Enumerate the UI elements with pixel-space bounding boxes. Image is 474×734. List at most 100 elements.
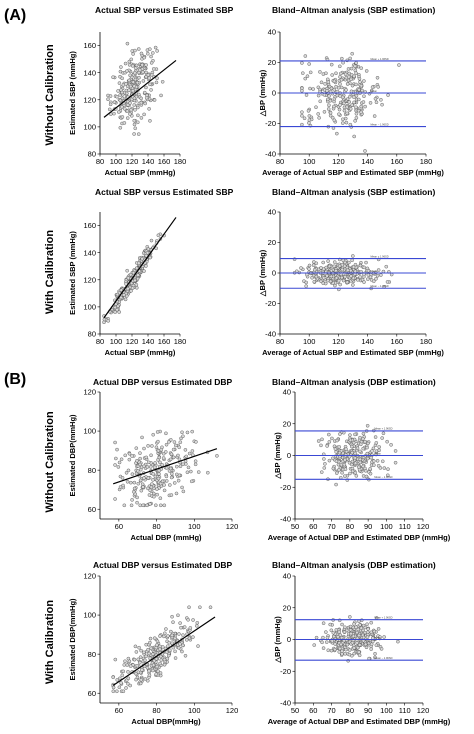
data-point bbox=[351, 634, 356, 639]
data-point bbox=[338, 75, 342, 79]
data-point bbox=[133, 278, 137, 283]
data-point bbox=[353, 68, 358, 73]
data-point bbox=[311, 263, 316, 268]
data-point bbox=[351, 283, 355, 287]
data-point bbox=[153, 45, 158, 50]
data-point bbox=[161, 456, 166, 460]
data-point bbox=[145, 465, 150, 469]
data-point bbox=[343, 474, 347, 478]
data-point bbox=[132, 96, 137, 101]
data-point bbox=[329, 628, 334, 633]
data-point bbox=[348, 438, 353, 443]
data-point bbox=[156, 476, 161, 481]
data-point bbox=[348, 107, 353, 111]
data-point bbox=[116, 304, 120, 309]
data-point bbox=[316, 112, 320, 116]
data-point bbox=[169, 471, 174, 476]
data-point bbox=[136, 481, 141, 486]
data-point bbox=[375, 459, 380, 463]
data-point bbox=[178, 642, 182, 646]
data-point bbox=[147, 493, 152, 497]
x-tick-label: 180 bbox=[420, 157, 433, 166]
data-point bbox=[150, 444, 154, 448]
data-point bbox=[354, 625, 358, 629]
data-point bbox=[102, 317, 107, 322]
data-point bbox=[151, 663, 156, 667]
data-point bbox=[127, 63, 132, 67]
data-point bbox=[385, 280, 390, 284]
data-point bbox=[177, 473, 182, 478]
data-point bbox=[120, 105, 124, 109]
data-point bbox=[176, 478, 181, 483]
y-tick-label: 0 bbox=[287, 451, 291, 460]
data-point bbox=[136, 113, 140, 118]
data-point bbox=[129, 289, 133, 293]
data-point bbox=[341, 278, 346, 283]
y-tick-label: 100 bbox=[83, 302, 96, 311]
data-point bbox=[158, 654, 163, 659]
data-point bbox=[355, 446, 360, 450]
data-point bbox=[137, 75, 141, 80]
data-point bbox=[130, 472, 135, 476]
data-point bbox=[366, 627, 370, 631]
data-point bbox=[119, 65, 123, 69]
data-point bbox=[349, 274, 353, 278]
data-point bbox=[339, 635, 344, 640]
data-point bbox=[357, 643, 362, 647]
data-point bbox=[340, 652, 344, 656]
data-point bbox=[130, 498, 134, 502]
data-point bbox=[341, 117, 345, 122]
x-axis-label: Actual DBP (mmHg) bbox=[130, 533, 202, 542]
data-point bbox=[340, 622, 344, 627]
y-tick-label: -20 bbox=[280, 667, 291, 676]
data-point bbox=[162, 657, 167, 662]
data-point bbox=[184, 638, 189, 642]
x-tick-label: 160 bbox=[391, 157, 404, 166]
data-point bbox=[129, 57, 134, 62]
data-point bbox=[361, 446, 365, 451]
data-point bbox=[164, 479, 169, 483]
data-point bbox=[140, 435, 144, 440]
data-point bbox=[151, 652, 155, 656]
data-point bbox=[146, 73, 151, 77]
data-point bbox=[361, 623, 366, 628]
data-point bbox=[358, 435, 362, 440]
data-point bbox=[378, 635, 382, 639]
data-point bbox=[136, 47, 141, 51]
data-point bbox=[345, 280, 350, 284]
data-point bbox=[376, 268, 381, 272]
data-point bbox=[135, 495, 139, 500]
data-point bbox=[139, 648, 143, 653]
data-point bbox=[365, 635, 370, 639]
data-point bbox=[181, 434, 185, 439]
data-point bbox=[335, 438, 339, 443]
data-point bbox=[351, 276, 356, 280]
y-tick-label: 0 bbox=[287, 635, 291, 644]
data-point bbox=[355, 278, 360, 282]
data-point bbox=[142, 446, 146, 451]
data-point bbox=[138, 462, 142, 467]
data-point bbox=[338, 103, 342, 107]
data-point bbox=[340, 121, 345, 125]
x-tick-label: 120 bbox=[332, 337, 345, 346]
data-point bbox=[334, 71, 338, 76]
data-point bbox=[354, 474, 359, 478]
data-point bbox=[154, 80, 159, 85]
data-points bbox=[111, 605, 213, 694]
data-point bbox=[133, 108, 137, 112]
data-point bbox=[132, 489, 136, 494]
data-point bbox=[348, 471, 352, 476]
data-point bbox=[350, 459, 355, 464]
data-point bbox=[136, 273, 140, 277]
x-axis-label: Actual SBP (mmHg) bbox=[105, 348, 176, 357]
data-point bbox=[340, 470, 344, 475]
data-point bbox=[141, 70, 145, 75]
data-point bbox=[331, 631, 336, 635]
regression-line bbox=[112, 616, 216, 686]
data-point bbox=[339, 71, 343, 76]
data-point bbox=[155, 664, 159, 669]
y-tick-label: 20 bbox=[283, 419, 291, 428]
data-point bbox=[308, 86, 312, 91]
data-point bbox=[326, 107, 331, 111]
data-point bbox=[374, 277, 378, 281]
